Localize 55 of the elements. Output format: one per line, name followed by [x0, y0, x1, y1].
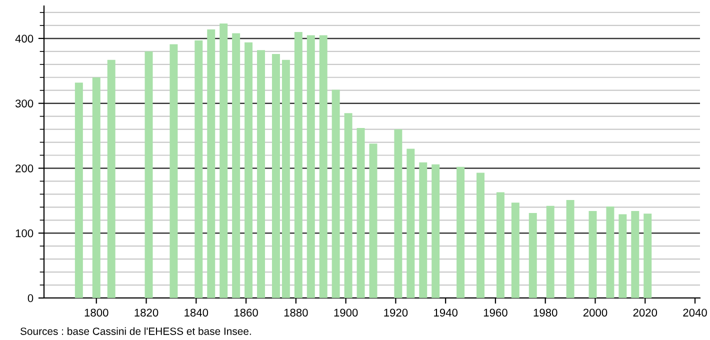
y-tick-label: 200	[16, 164, 34, 172]
x-tick-label: 1960	[484, 308, 508, 317]
x-tick-label: 1840	[184, 308, 208, 317]
y-tick-label: 300	[15, 100, 34, 108]
bar	[272, 54, 280, 298]
x-tick-label: 1920	[384, 308, 408, 317]
y-tick-label: 400	[15, 34, 34, 43]
bar	[476, 172, 484, 298]
bar	[394, 129, 402, 298]
bar	[432, 164, 440, 298]
bar	[232, 33, 240, 298]
bar	[244, 42, 253, 298]
bar	[92, 77, 100, 298]
x-tick-label: 2000	[583, 308, 608, 317]
x-tick-label: 1940	[434, 308, 458, 317]
bar	[546, 206, 554, 298]
bar	[511, 202, 520, 298]
bar	[319, 35, 328, 298]
bar	[74, 82, 83, 298]
bar	[282, 60, 290, 298]
bar	[566, 200, 574, 298]
bar	[456, 166, 465, 298]
bar	[207, 29, 216, 298]
bar	[294, 32, 302, 298]
bar	[406, 148, 415, 298]
bar	[107, 60, 116, 298]
bar	[306, 35, 315, 298]
bar	[356, 128, 365, 298]
bar	[631, 211, 640, 298]
x-tick-label: 1860	[234, 308, 258, 317]
x-tick-label: 1900	[334, 308, 358, 317]
bar	[170, 44, 178, 298]
bar	[419, 162, 428, 298]
bar	[644, 214, 652, 298]
x-tick-label: 2020	[633, 308, 658, 317]
bar	[369, 144, 378, 298]
x-tick-label: 1800	[84, 308, 108, 317]
bar	[144, 51, 153, 298]
bar	[618, 214, 627, 298]
y-tick-label: 100	[16, 229, 34, 238]
bar	[257, 50, 265, 298]
bar	[194, 40, 203, 298]
x-tick-label: 1820	[134, 308, 158, 317]
bar	[220, 24, 228, 298]
x-tick-label: 1880	[284, 308, 308, 317]
source-note: Sources : base Cassini de l'EHESS et base Insee.	[20, 327, 251, 335]
bar	[528, 212, 537, 298]
bar	[588, 211, 597, 298]
bar	[606, 206, 614, 298]
x-tick-label: 1980	[534, 308, 558, 317]
y-tick-label: 0	[28, 294, 34, 302]
bar	[332, 90, 340, 298]
x-tick-label: 2040	[683, 308, 707, 317]
bar	[496, 192, 504, 298]
bar	[344, 113, 352, 298]
